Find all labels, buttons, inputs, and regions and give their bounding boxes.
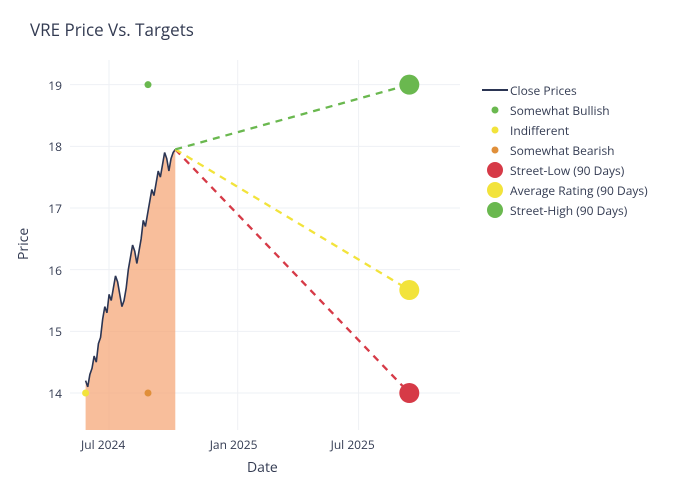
y-axis-label: Price [14,228,33,260]
legend-swatch [480,140,510,160]
legend-label: Close Prices [510,82,577,99]
legend-label: Somewhat Bullish [510,102,610,119]
legend-item[interactable]: Somewhat Bearish [480,140,648,160]
chart-plot [0,0,700,500]
legend-item[interactable]: Average Rating (90 Days) [480,180,648,200]
legend-item[interactable]: Street-Low (90 Days) [480,160,648,180]
legend-item[interactable]: Indifferent [480,120,648,140]
y-tick: 18 [48,138,62,155]
legend-item[interactable]: Close Prices [480,80,648,100]
legend-item[interactable]: Somewhat Bullish [480,100,648,120]
legend-swatch [480,200,510,220]
x-axis-label: Date [247,458,278,477]
x-tick: Jan 2025 [210,436,258,453]
legend-label: Somewhat Bearish [510,142,615,159]
legend-label: Indifferent [510,122,569,139]
legend-swatch [480,80,510,100]
y-tick: 14 [48,385,62,402]
x-tick: Jul 2025 [331,436,375,453]
legend-swatch [480,180,510,200]
legend-swatch [480,120,510,140]
legend-label: Street-Low (90 Days) [510,162,624,179]
y-tick: 15 [48,323,62,340]
legend-item[interactable]: Street-High (90 Days) [480,200,648,220]
legend-swatch [480,160,510,180]
chart-legend: Close Prices Somewhat Bullish Indifferent S… [480,80,648,220]
legend-label: Average Rating (90 Days) [510,182,648,199]
y-tick: 19 [48,77,62,94]
legend-swatch [480,100,510,120]
legend-label: Street-High (90 Days) [510,202,627,219]
chart-container: VRE Price Vs. Targets Jul 2024Jan 2025Ju… [0,0,700,500]
y-tick: 16 [48,262,62,279]
y-tick: 17 [48,200,62,217]
x-tick: Jul 2024 [81,436,125,453]
